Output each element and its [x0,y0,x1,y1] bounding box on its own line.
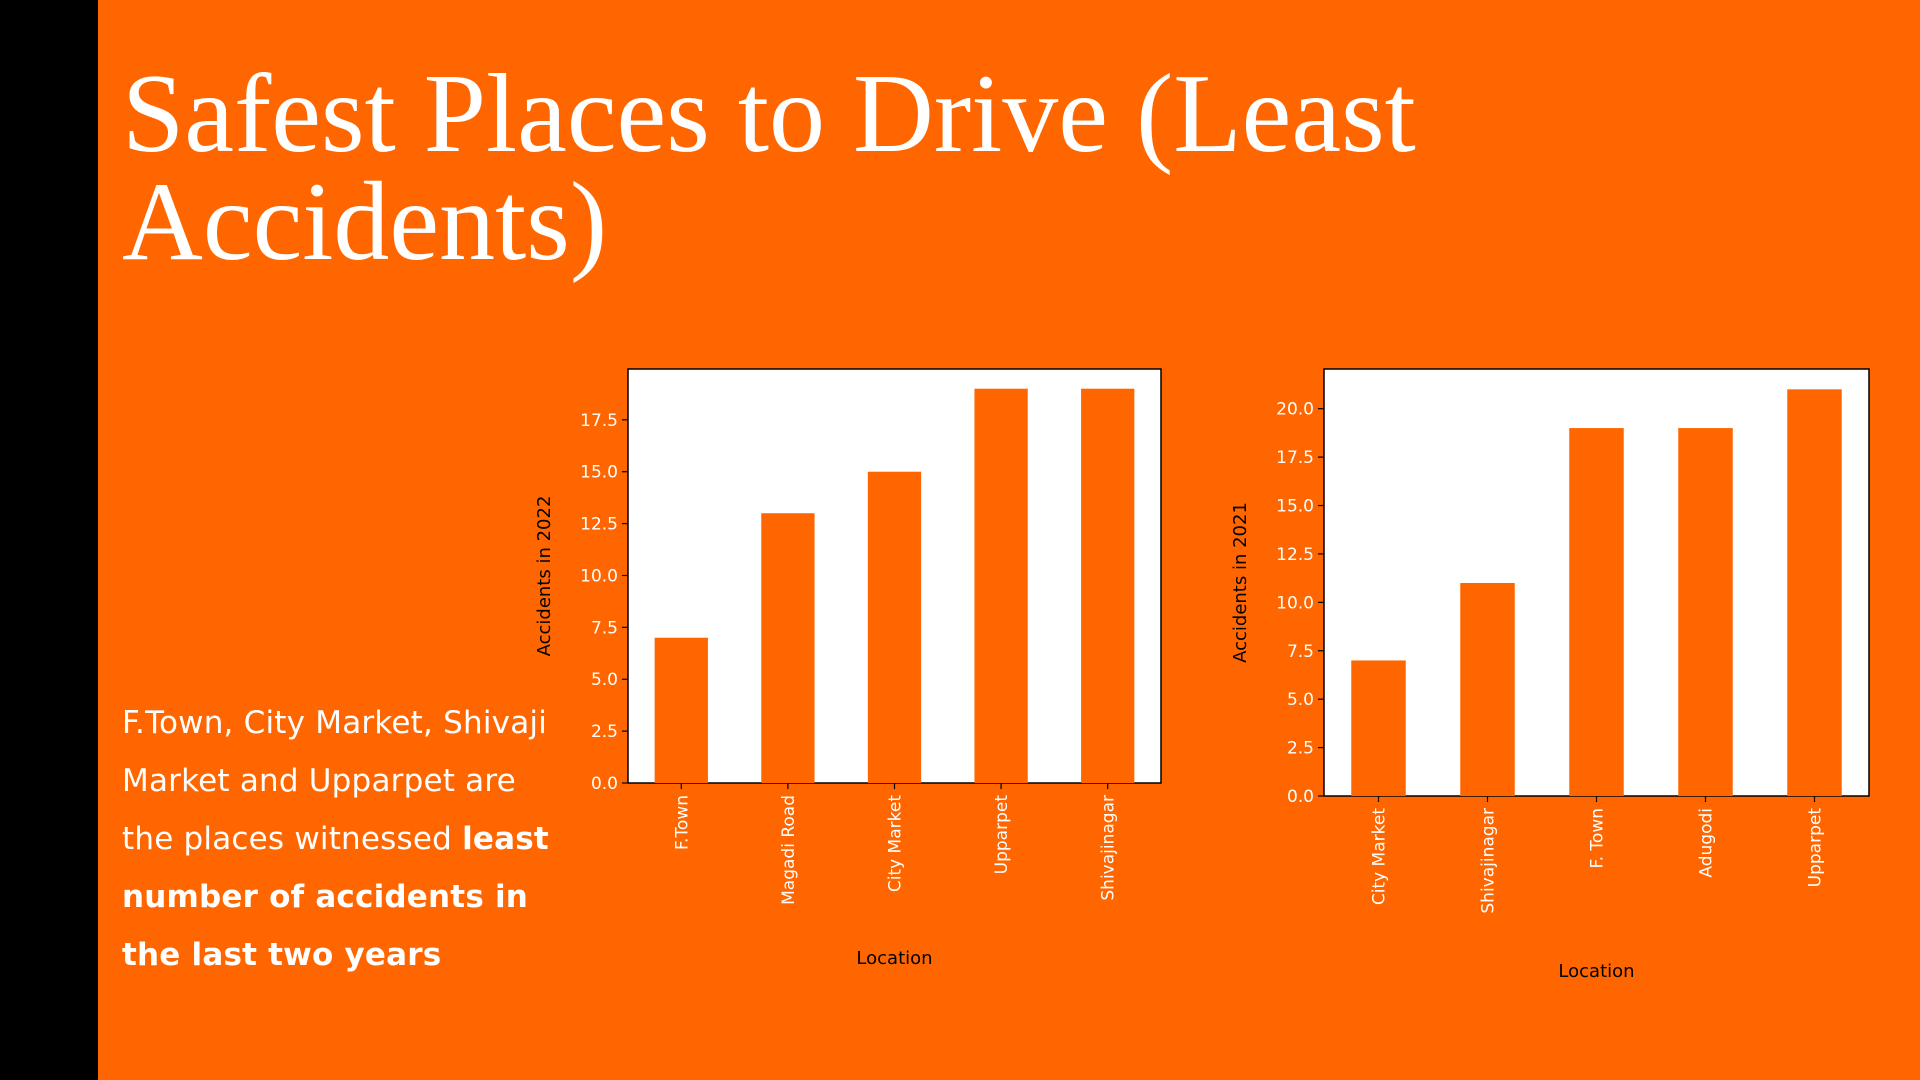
y-tick-label: 5.0 [1287,690,1314,710]
y-tick-label: 7.5 [591,618,618,638]
y-tick-label: 10.0 [1276,593,1314,613]
y-tick-label: 15.0 [580,463,618,483]
bar-f-town [1569,428,1624,796]
x-tick-label: Upparpet [992,795,1012,875]
bar-f-town [654,637,708,783]
y-tick-label: 12.5 [580,515,618,535]
x-tick-label: Shivajinagar [1099,795,1119,901]
x-tick-label: F.Town [672,795,692,850]
summary-text-bold: least number of accidents in the last tw… [122,821,549,973]
x-tick-label: F. Town [1588,808,1608,868]
bar-shivajinagar [1081,388,1135,783]
summary-text-regular: F.Town, City Market, Shivaji Market and … [122,705,548,857]
bar-chart-2022: 0.0 2.5 5.0 7.5 10.0 12.5 15.0 17.5 F.Town Magadi… [534,368,1162,969]
x-tick-label: Shivajinagar [1479,808,1499,914]
bar-adugodi [1678,428,1733,796]
y-tick-label: 0.0 [1287,787,1314,807]
bar-shivajinagar [1460,582,1515,796]
y-tick-label: 20.0 [1276,400,1314,420]
y-tick-label: 12.5 [1276,545,1314,565]
y-tick-label: 5.0 [591,670,618,690]
y-axis-label: Accidents in 2021 [1230,502,1251,663]
y-tick-label: 17.5 [1276,448,1314,468]
summary-text: F.Town, City Market, Shivaji Market and … [122,694,562,984]
y-tick-label: 15.0 [1276,497,1314,517]
x-tick-label: Adugodi [1697,808,1717,878]
bar-upparpet [1787,389,1842,796]
y-tick-label: 2.5 [591,722,618,742]
x-tick-label: Upparpet [1806,808,1826,888]
x-axis-label: Location [856,948,932,969]
y-tick-label: 10.0 [580,566,618,586]
x-axis-label: Location [1558,961,1634,982]
y-tick-label: 7.5 [1287,642,1314,662]
x-tick-label: City Market [1370,808,1390,905]
slide-title-line-2: Accidents) [122,160,608,284]
bar-city-market [1351,660,1406,796]
slide-title: Safest Places to Drive (Least Accidents) [122,58,1722,278]
left-black-bar [0,0,98,1080]
y-tick-label: 17.5 [580,411,618,431]
bar-magadi-road [761,513,815,783]
x-tick-label: Magadi Road [779,795,799,905]
y-axis-label: Accidents in 2022 [534,496,555,657]
bar-upparpet [974,388,1028,783]
bar-city-market [867,471,922,783]
slide-title-line-1: Safest Places to Drive (Least [122,52,1416,176]
x-tick-label: City Market [886,795,906,892]
y-tick-label: 0.0 [591,774,618,794]
y-tick-label: 2.5 [1287,739,1314,759]
bar-chart-2021: 0.0 2.5 5.0 7.5 10.0 12.5 15.0 17.5 20.0 City Mar… [1230,368,1870,982]
